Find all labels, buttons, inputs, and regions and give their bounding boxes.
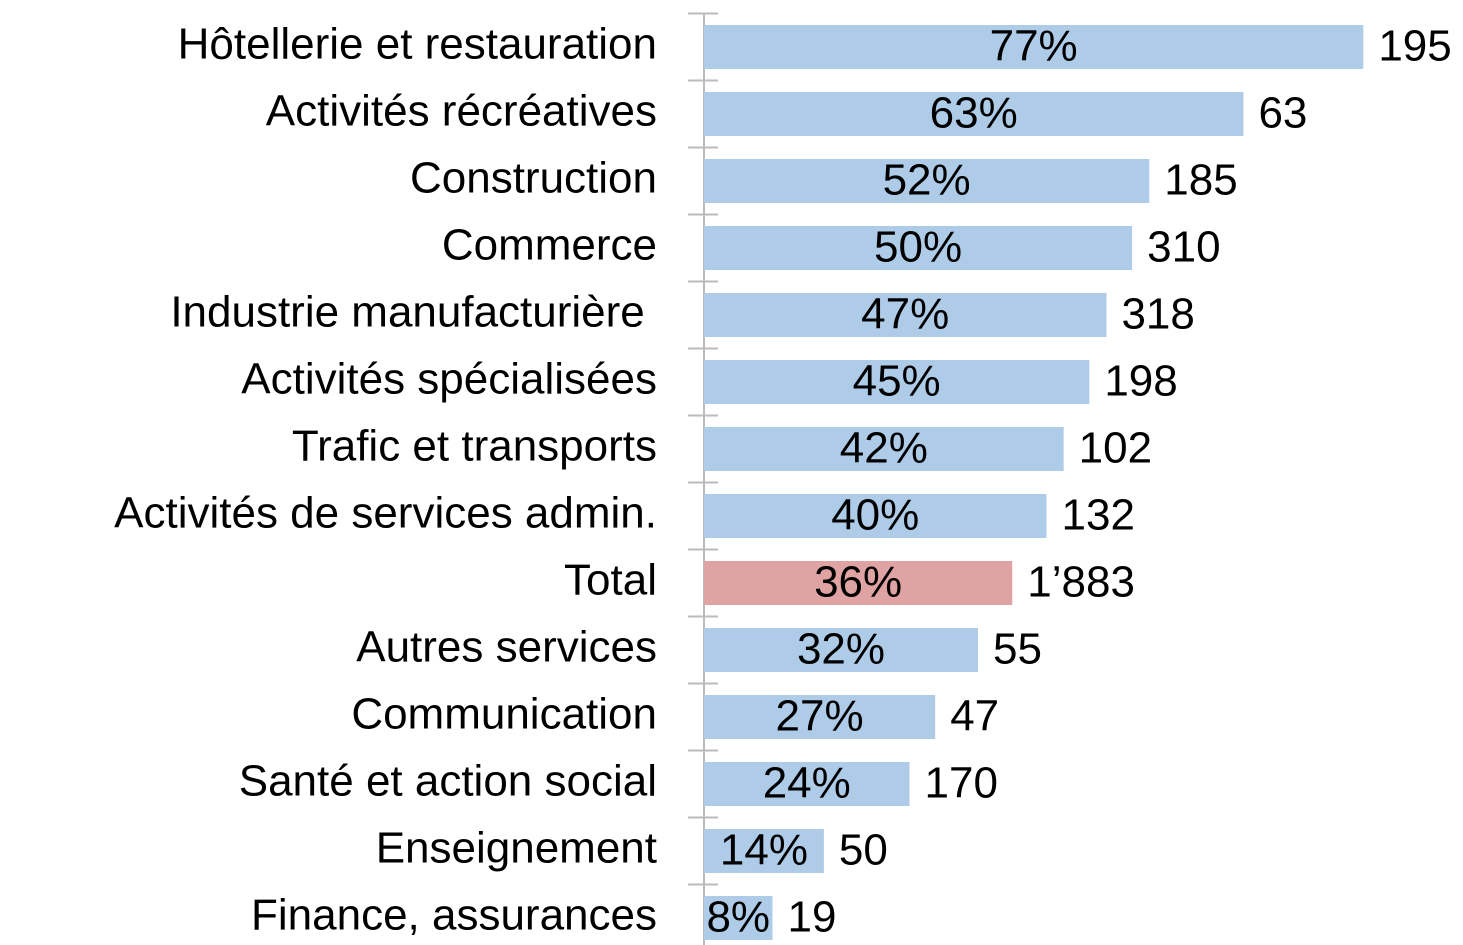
count-label: 132 — [1062, 491, 1135, 540]
category-label: Autres services — [356, 623, 657, 672]
bar — [704, 360, 1090, 404]
bar — [704, 226, 1133, 270]
value-label: 52% — [883, 156, 971, 205]
category-label: Activités spécialisées — [241, 355, 657, 404]
count-label: 63 — [1258, 89, 1307, 138]
count-label: 1’883 — [1027, 558, 1135, 607]
value-label: 40% — [831, 491, 919, 540]
bar — [704, 762, 910, 806]
count-label: 198 — [1104, 357, 1177, 406]
category-label: Finance, assurances — [251, 891, 657, 940]
value-label: 36% — [814, 558, 902, 607]
bar — [704, 427, 1064, 471]
value-label: 42% — [840, 424, 928, 473]
bar — [704, 25, 1364, 69]
bar — [704, 293, 1107, 337]
bar — [704, 494, 1047, 538]
category-label: Communication — [351, 690, 657, 739]
count-label: 185 — [1164, 156, 1237, 205]
value-label: 50% — [874, 223, 962, 272]
bar — [704, 92, 1244, 136]
category-label: Santé et action social — [239, 757, 657, 806]
category-label: Total — [564, 556, 657, 605]
category-label: Commerce — [442, 221, 657, 270]
value-label: 27% — [776, 692, 864, 741]
count-label: 310 — [1147, 223, 1220, 272]
bar — [704, 561, 1013, 605]
value-label: 63% — [930, 89, 1018, 138]
bar — [704, 628, 978, 672]
count-label: 47 — [950, 692, 999, 741]
value-label: 77% — [990, 22, 1078, 71]
count-label: 102 — [1079, 424, 1152, 473]
category-label: Enseignement — [376, 824, 657, 873]
category-label: Activités de services admin. — [114, 489, 657, 538]
category-label: Trafic et transports — [292, 422, 657, 471]
bar — [704, 829, 824, 873]
count-label: 195 — [1378, 22, 1451, 71]
value-label: 45% — [853, 357, 941, 406]
value-label: 14% — [720, 826, 808, 875]
count-label: 318 — [1121, 290, 1194, 339]
value-label: 8% — [706, 893, 770, 942]
category-label: Hôtellerie et restauration — [178, 20, 657, 69]
bar — [704, 159, 1150, 203]
count-label: 50 — [839, 826, 888, 875]
bar — [704, 896, 773, 940]
count-label: 55 — [993, 625, 1042, 674]
value-label: 32% — [797, 625, 885, 674]
category-label: Construction — [410, 154, 657, 203]
count-label: 19 — [788, 893, 837, 942]
category-label: Activités récréatives — [266, 87, 657, 136]
count-label: 170 — [925, 759, 998, 808]
bar — [704, 695, 936, 739]
value-label: 47% — [861, 290, 949, 339]
value-label: 24% — [763, 759, 851, 808]
category-label: Industrie manufacturière — [170, 288, 657, 337]
